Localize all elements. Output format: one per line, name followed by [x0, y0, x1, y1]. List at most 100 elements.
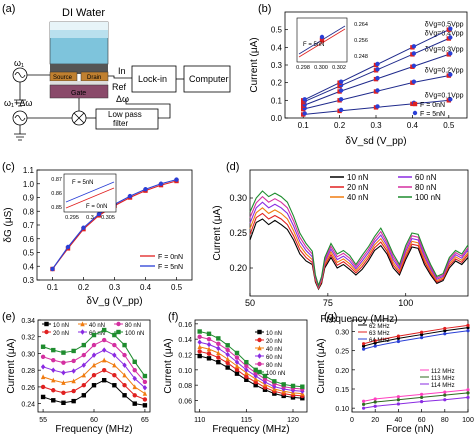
x-tick-label: 0.1	[47, 283, 59, 292]
data-point	[51, 367, 56, 373]
data-point	[112, 342, 117, 348]
data-point	[396, 336, 400, 340]
x-tick-label: 110	[194, 417, 205, 424]
data-point	[466, 323, 470, 327]
legend-marker	[44, 329, 49, 335]
data-point	[197, 353, 202, 359]
data-point	[420, 395, 424, 400]
inset-x-tick: 0.305	[101, 215, 115, 221]
legend-marker	[116, 321, 121, 327]
data-point	[225, 365, 230, 370]
y-tick-label: 0.7	[23, 221, 35, 230]
x-tick-label: 0.4	[407, 121, 419, 130]
y-tick-label: 0.25	[335, 349, 349, 356]
mixer-cross-icon	[73, 112, 85, 124]
y-tick-label: 0.8	[23, 207, 35, 216]
legend-label: 62 MHz	[369, 324, 390, 330]
ground-2-icon	[14, 125, 26, 141]
legend-label: 10 nN	[347, 173, 369, 182]
data-point	[122, 383, 127, 388]
inset-label: F = 5nN	[303, 42, 325, 48]
legend-marker-5nN	[412, 110, 418, 116]
data-point-5nN	[302, 111, 307, 116]
legend-label: 63 MHz	[369, 331, 390, 337]
x-tick-label: 0.4	[140, 283, 152, 292]
lock-in-label: Lock-in	[138, 74, 167, 84]
data-point	[244, 377, 249, 382]
legend-label: 10 nN	[53, 323, 69, 329]
data-point	[253, 367, 258, 373]
legend-marker	[257, 353, 262, 359]
computer-box	[183, 65, 231, 93]
chart-b: 0.1 0.2 0.3 0.4 0.5 0.0 0.1 0.2 0.3 0.4 0.5 δV_sd (…	[249, 3, 468, 147]
data-point	[396, 339, 400, 344]
x-tick-label: 75	[323, 298, 333, 308]
data-point	[373, 404, 377, 408]
data-point	[81, 362, 87, 368]
data-point	[420, 400, 424, 404]
data-point	[362, 342, 366, 346]
legend-marker	[257, 329, 262, 335]
data-point	[396, 395, 400, 399]
data-point	[81, 225, 86, 230]
x-axis-label: δV_g (V_pp)	[86, 296, 142, 307]
data-point	[61, 360, 66, 365]
data-point	[122, 352, 127, 358]
x-tick-label: 0.5	[171, 283, 183, 292]
x-tick-label: 0	[350, 417, 354, 424]
data-point	[132, 375, 137, 382]
data-point	[112, 373, 117, 378]
data-point	[362, 402, 366, 406]
data-point	[206, 346, 212, 352]
data-point	[373, 341, 377, 345]
data-point-5nN	[338, 97, 344, 102]
inset-x-tick: 0.302	[332, 65, 346, 71]
series-line	[199, 346, 303, 395]
data-point	[362, 406, 366, 410]
legend-label: 20 nN	[347, 183, 369, 192]
data-point	[272, 391, 277, 396]
inset-y-tick: 0.85	[51, 205, 62, 211]
data-point	[466, 395, 470, 400]
inset-y-tick: 0.248	[354, 54, 368, 60]
y-tick-label: 0.26	[21, 385, 35, 392]
data-point	[396, 402, 400, 406]
data-point	[197, 329, 202, 334]
y-tick-label: 0.4	[23, 262, 35, 271]
data-point	[91, 383, 97, 388]
legend-marker	[257, 361, 262, 367]
omega1-label: ω₁	[14, 58, 24, 68]
data-point	[420, 336, 424, 340]
omega2-label: ω₁+Δω	[4, 98, 32, 108]
series-line	[363, 330, 469, 350]
data-point	[51, 398, 56, 403]
data-point	[96, 211, 102, 217]
x-tick-label: 40	[395, 417, 403, 424]
data-point-5nN	[375, 61, 380, 67]
data-point	[40, 344, 46, 349]
data-point	[234, 350, 240, 356]
series-line	[199, 341, 303, 392]
data-point-5nN	[338, 79, 344, 84]
legend-label: 80 nN	[266, 363, 282, 369]
y-tick-label: 0.20	[335, 368, 349, 375]
legend-label: 100 nN	[266, 371, 285, 377]
data-point	[71, 388, 76, 394]
data-point	[122, 342, 127, 348]
data-point	[40, 374, 46, 380]
y-tick-label: 0.0	[271, 114, 283, 123]
series-line	[363, 324, 469, 345]
inset-x-tick: 0.298	[296, 65, 310, 71]
legend-label: 60 nN	[266, 355, 282, 361]
data-point	[142, 391, 148, 396]
data-point-5nN	[375, 104, 380, 109]
data-point	[122, 362, 127, 368]
inset-y-tick: 0.87	[51, 177, 62, 183]
x-tick-label: 0.2	[334, 121, 346, 130]
data-point	[300, 384, 305, 389]
data-point	[112, 362, 117, 368]
y-tick-label: 0.6	[23, 235, 35, 244]
x-tick-label: 0.3	[109, 283, 121, 292]
data-point	[362, 344, 366, 348]
data-point-5nN	[448, 26, 453, 31]
